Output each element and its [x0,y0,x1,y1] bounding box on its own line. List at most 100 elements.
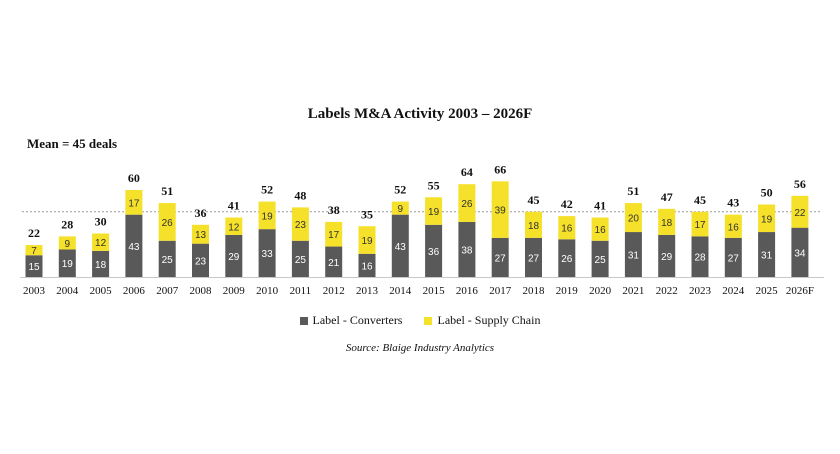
data-label-supply-chain-2014: 9 [398,204,404,215]
data-label-converters-2007: 25 [162,255,174,266]
bar-converters-2012 [325,246,343,277]
x-tick-label-2021: 2021 [622,285,644,297]
bar-converters-2003 [25,255,43,277]
x-tick-label-2006: 2006 [123,285,146,297]
x-tick-label-2013: 2013 [356,285,379,297]
bar-supply-chain-2014 [391,201,409,215]
bar-supply-chain-2004 [58,236,76,250]
x-tick-label-2022: 2022 [656,285,678,297]
data-label-converters-2022: 29 [661,252,673,263]
bar-supply-chain-2021 [624,203,642,233]
bar-converters-2015 [425,224,443,277]
data-label-supply-chain-2011: 23 [295,220,307,231]
data-label-converters-2008: 23 [195,256,207,267]
total-label-2017: 66 [494,162,506,176]
x-tick-label-2005: 2005 [90,285,113,297]
bar-supply-chain-2018 [525,211,542,238]
x-tick-label-2014: 2014 [389,285,412,297]
data-label-supply-chain-2015: 19 [428,207,440,218]
x-tick-label-2026F: 2026F [786,285,814,297]
data-label-supply-chain-2010: 19 [262,211,274,222]
data-label-converters-2009: 29 [228,252,240,263]
data-label-supply-chain-2003: 7 [31,246,37,257]
data-label-converters-2019: 26 [561,254,573,265]
data-label-converters-2014: 43 [395,242,407,253]
data-label-supply-chain-2012: 17 [328,230,340,241]
bar-supply-chain-2022 [658,208,676,235]
data-label-converters-2017: 27 [495,253,507,264]
data-label-converters-2012: 21 [328,258,340,269]
x-tick-label-2016: 2016 [456,285,479,297]
x-tick-label-2010: 2010 [256,285,279,297]
data-label-converters-2013: 16 [361,261,373,272]
bar-converters-2011 [291,240,309,277]
bar-converters-2013 [358,253,376,277]
data-label-converters-2006: 43 [128,242,140,253]
x-tick-label-2023: 2023 [689,285,712,297]
bar-converters-2006 [125,214,143,277]
data-label-supply-chain-2004: 9 [65,239,71,250]
legend-swatch-converters [299,316,308,325]
bar-converters-2022 [658,234,676,277]
data-label-supply-chain-2009: 12 [228,222,240,233]
data-label-supply-chain-2018: 18 [528,221,540,232]
x-tick-label-2009: 2009 [223,285,246,297]
bar-supply-chain-2019 [558,216,576,240]
data-label-supply-chain-2019: 16 [561,224,573,235]
bar-converters-2024 [724,237,742,277]
total-label-2010: 52 [261,183,273,197]
x-tick-label-2007: 2007 [156,285,179,297]
data-label-converters-2025: 31 [761,251,773,262]
bar-converters-2019 [558,239,576,277]
bar-converters-2008 [192,243,209,277]
bar-converters-2014 [391,214,409,277]
bar-supply-chain-2005 [92,233,110,251]
data-label-supply-chain-2017: 39 [495,206,507,217]
x-tick-label-2012: 2012 [323,285,345,297]
legend-label-supply-chain: Label - Supply Chain [437,313,541,327]
total-label-2009: 41 [228,199,240,213]
data-label-converters-2020: 25 [595,255,607,266]
bar-converters-2007 [158,240,176,277]
x-tick-label-2019: 2019 [556,285,579,297]
bar-converters-2005 [92,250,110,277]
bar-converters-2026F [791,227,809,277]
bar-supply-chain-2003 [25,245,43,256]
bar-supply-chain-2013 [358,226,376,254]
data-label-supply-chain-2006: 17 [128,198,140,209]
total-label-2012: 38 [328,203,340,217]
x-tick-label-2025: 2025 [756,285,779,297]
total-label-2007: 51 [161,184,173,198]
bar-converters-2020 [591,240,609,277]
data-label-converters-2023: 28 [694,253,706,264]
x-tick-label-2024: 2024 [722,285,745,297]
total-label-2015: 55 [428,178,440,192]
total-label-2013: 35 [361,207,373,221]
data-label-converters-2024: 27 [728,253,740,264]
total-label-2025: 50 [761,186,773,200]
bar-supply-chain-2017 [491,181,509,238]
total-label-2011: 48 [294,188,306,202]
mean-annotation: Mean = 45 deals [27,136,118,151]
data-label-supply-chain-2021: 20 [628,214,640,225]
data-label-converters-2003: 15 [28,262,40,273]
data-label-converters-2018: 27 [528,253,540,264]
total-label-2019: 42 [561,197,573,211]
legend-swatch-supply-chain [424,316,433,325]
data-label-supply-chain-2016: 26 [461,199,473,210]
total-label-2008: 36 [195,206,207,220]
data-label-supply-chain-2007: 26 [162,218,174,229]
bar-converters-2004 [58,249,76,277]
source-note: Source: Blaige Industry Analytics [345,342,495,354]
total-label-2021: 51 [627,184,639,198]
data-label-converters-2005: 18 [95,260,107,271]
data-label-supply-chain-2023: 17 [694,220,706,231]
total-label-2026F: 56 [794,177,806,191]
data-label-converters-2021: 31 [628,251,640,262]
bar-converters-2009 [225,234,243,277]
total-label-2023: 45 [694,193,706,207]
total-label-2016: 64 [461,165,473,179]
x-tick-label-2015: 2015 [423,285,446,297]
total-label-2003: 22 [28,226,40,240]
